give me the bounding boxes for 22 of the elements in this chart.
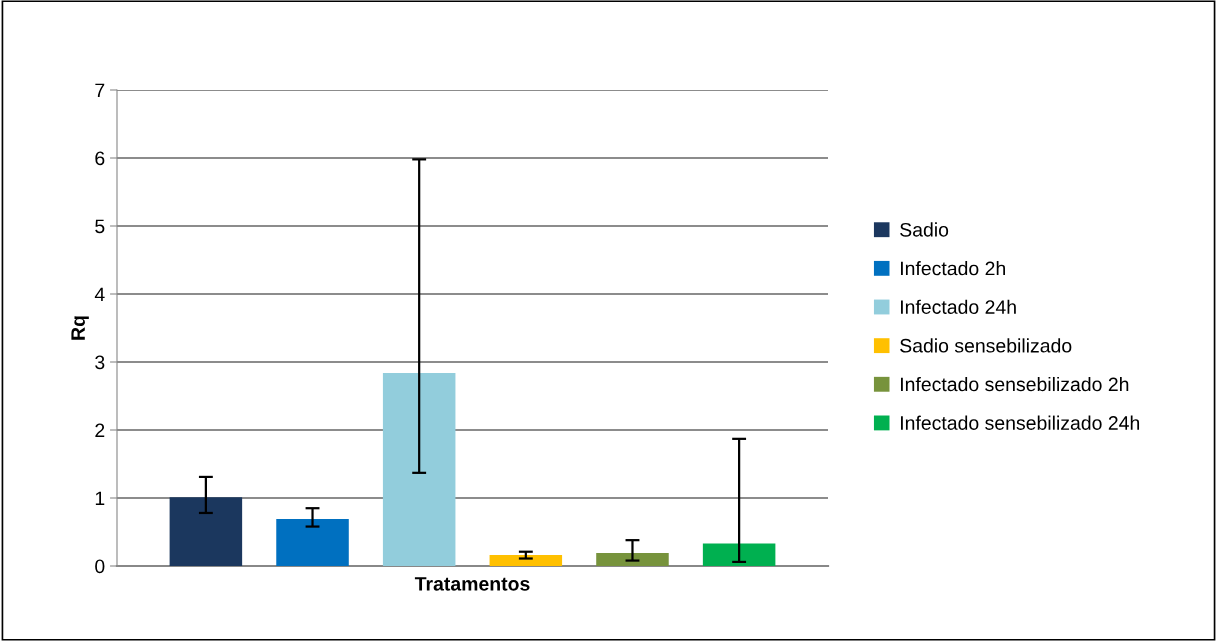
y-tick-label: 2	[95, 423, 105, 438]
y-tick-label: 7	[95, 83, 105, 98]
y-tick-label: 0	[95, 559, 105, 574]
y-tick-label: 3	[95, 355, 105, 370]
bar	[169, 497, 243, 566]
y-axis-title: Rq	[71, 316, 89, 340]
legend-label: Infectado sensebilizado 24h	[901, 415, 1140, 430]
legend-label: Sadio sensebilizado	[900, 338, 1072, 353]
bar	[702, 543, 776, 566]
y-tick-label: 1	[95, 491, 105, 506]
bar	[382, 372, 456, 566]
y-tick-label: 4	[94, 287, 105, 302]
bar	[276, 519, 349, 566]
y-tick-label: 5	[95, 219, 105, 234]
x-axis-title: Tratamentos	[414, 577, 530, 591]
bar	[596, 553, 669, 566]
bar	[489, 555, 563, 566]
legend-label: Infectado 24h	[901, 299, 1016, 314]
legend-label: Infectado sensebilizado 2h	[901, 376, 1129, 392]
legend-label: Sadio	[900, 222, 949, 237]
y-tick-label: 6	[95, 151, 105, 166]
legend-label: Infectado 2h	[901, 261, 1005, 276]
